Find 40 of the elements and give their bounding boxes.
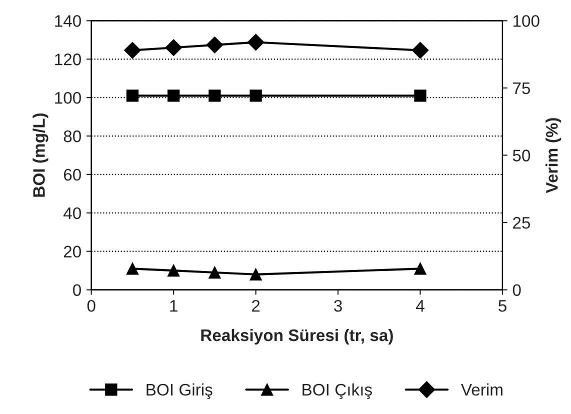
point <box>208 90 221 102</box>
point <box>126 90 139 102</box>
x-tick-label: 0 <box>87 300 96 312</box>
y-tick-label: 100 <box>55 92 81 104</box>
y2-tick-label: 75 <box>513 82 530 94</box>
point <box>206 36 224 54</box>
point <box>250 268 262 280</box>
x-tick-label: 4 <box>416 300 424 312</box>
y-tick-label: 40 <box>63 207 81 220</box>
y-tick-label: 120 <box>55 54 81 66</box>
y-tick-label: 80 <box>64 130 81 142</box>
legend-label: BOI Çıkış <box>302 383 372 399</box>
x-tick-label: 1 <box>170 300 178 312</box>
x-tick-label: 5 <box>498 300 506 312</box>
y2-tick-label: 25 <box>513 216 530 229</box>
point <box>208 266 221 279</box>
y2-tick-label: 50 <box>512 150 530 162</box>
point <box>250 90 262 102</box>
point <box>414 262 426 275</box>
y2-axis-title: Verim (%) <box>546 118 562 194</box>
legend-label: Verim <box>460 383 502 396</box>
point <box>168 264 180 277</box>
y-tick-label: 140 <box>55 15 81 27</box>
point <box>126 262 139 275</box>
y-tick-label: 0 <box>73 284 81 296</box>
x-tick-label: 2 <box>252 300 260 312</box>
y2-tick-label: 0 <box>512 284 521 296</box>
point <box>414 90 426 102</box>
x-tick-label: 3 <box>334 300 342 312</box>
legend-label: BOI Giriş <box>146 383 212 399</box>
point <box>168 90 180 102</box>
x-axis-title: Reaksiyon Süresi (tr, sa) <box>201 328 393 344</box>
y-axis-title: BOI (mg/L) <box>32 113 48 197</box>
point <box>124 42 141 59</box>
point <box>165 39 182 56</box>
point <box>247 34 264 51</box>
y-tick-label: 60 <box>64 168 81 181</box>
y2-tick-label: 100 <box>513 15 540 27</box>
point <box>412 42 429 59</box>
y-tick-label: 20 <box>64 246 81 258</box>
